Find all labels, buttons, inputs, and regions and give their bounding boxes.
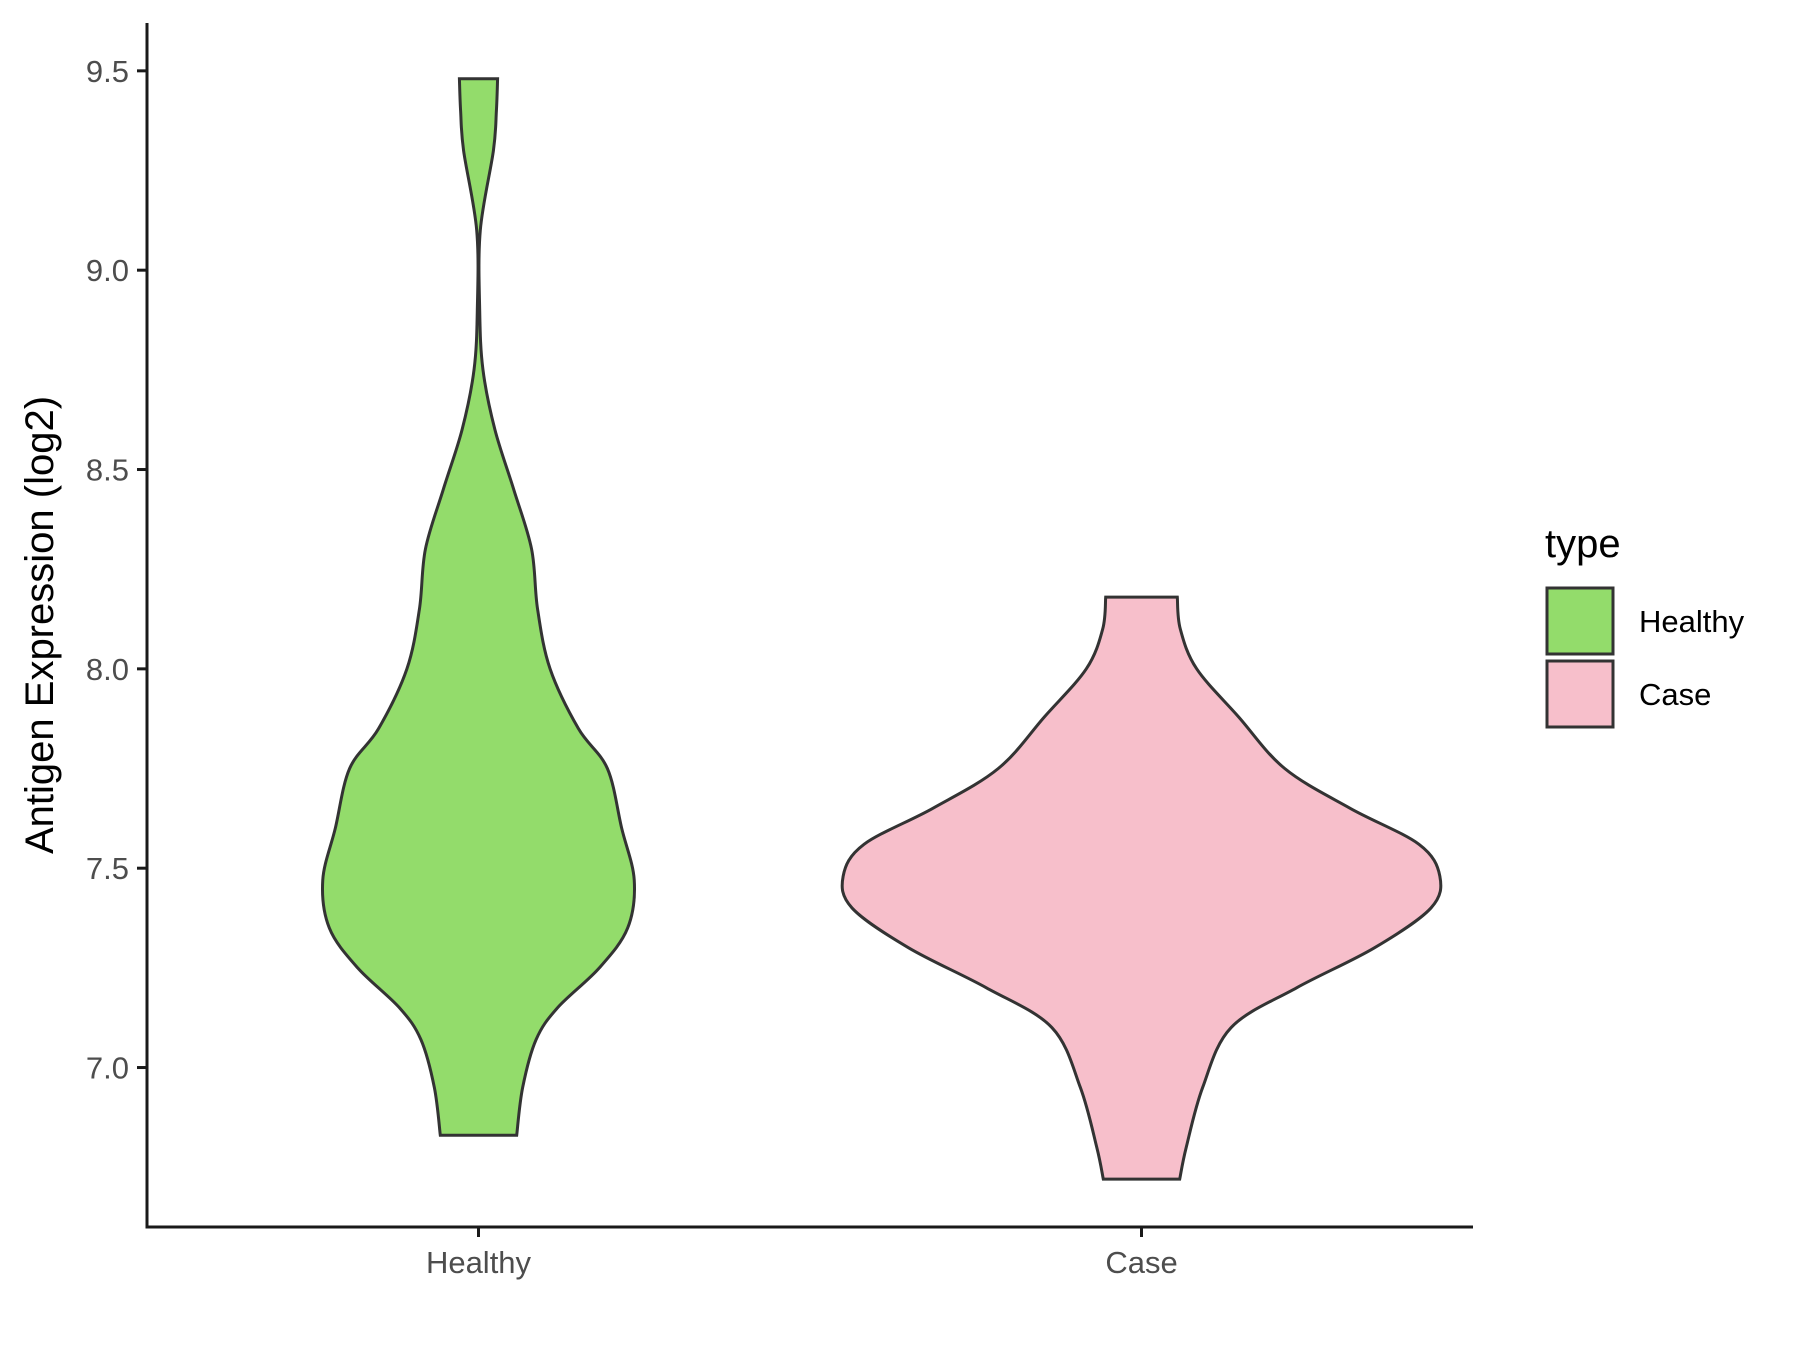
legend: type Healthy Case: [1545, 522, 1745, 729]
y-tick-label: 8.0: [86, 652, 129, 687]
y-axis-title: Antigen Expression (log2): [18, 396, 62, 854]
x-axis-ticks: Healthy Case: [426, 1227, 1178, 1280]
legend-label-case: Case: [1639, 677, 1711, 712]
y-tick-label: 9.0: [86, 253, 129, 288]
y-axis-ticks: 7.0 7.5 8.0 8.5 9.0 9.5: [86, 54, 147, 1086]
x-tick-label: Case: [1105, 1245, 1177, 1280]
y-tick-label: 7.5: [86, 851, 129, 886]
x-tick-label: Healthy: [426, 1245, 532, 1280]
violins-layer: [321, 77, 1443, 1181]
y-tick-label: 9.5: [86, 54, 129, 89]
violin-case: [840, 595, 1443, 1181]
y-tick-label: 8.5: [86, 453, 129, 488]
legend-title: type: [1545, 522, 1621, 566]
violin-healthy: [321, 77, 636, 1137]
legend-key-healthy: [1545, 586, 1615, 656]
legend-key-case: [1545, 659, 1615, 729]
y-tick-label: 7.0: [86, 1051, 129, 1086]
legend-label-healthy: Healthy: [1639, 604, 1745, 639]
